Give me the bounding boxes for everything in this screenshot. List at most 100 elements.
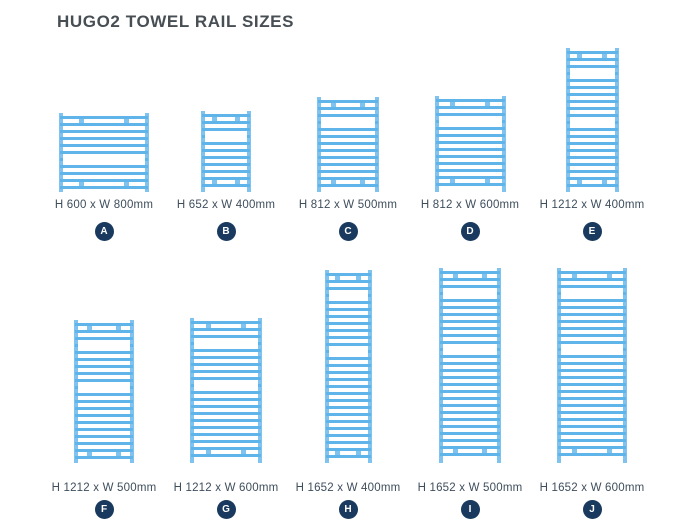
wall-bracket-icon (334, 451, 340, 455)
rail-drawing-area (434, 48, 506, 192)
rail-drawing-area (74, 267, 134, 463)
size-label-E: H 1212 x W 400mm (539, 199, 645, 211)
wall-bracket-icon (334, 276, 340, 280)
wall-bracket-icon (115, 452, 121, 456)
rail-drawing-area (59, 48, 149, 192)
rail-cell-I: H 1652 x W 500mm I (409, 267, 531, 519)
letter-badge-H: H (338, 500, 358, 519)
letter-badge-C: C (338, 222, 358, 241)
wall-bracket-icon (115, 326, 121, 330)
wall-bracket-icon (450, 179, 456, 183)
rail-bars (435, 99, 505, 189)
wall-bracket-icon (78, 119, 84, 123)
towel-gap (328, 290, 368, 301)
letter-badge-F: F (94, 500, 114, 519)
letter-badge-D: D (460, 222, 480, 241)
towel-rail-F (74, 320, 134, 463)
size-label-F: H 1212 x W 500mm (51, 482, 157, 494)
wall-bracket-icon (572, 449, 578, 453)
towel-gap (78, 340, 130, 351)
wall-bracket-icon (212, 117, 217, 121)
wall-bracket-icon (606, 274, 612, 278)
towel-rail-I (439, 268, 501, 463)
letter-badge-J: J (582, 500, 602, 519)
wall-bracket-icon (484, 179, 490, 183)
towel-gap (194, 380, 258, 391)
towel-rail-H (324, 270, 372, 463)
wall-bracket-icon (360, 180, 366, 184)
towel-gap (561, 288, 623, 299)
wall-bracket-icon (577, 180, 583, 184)
rail-cell-J: H 1652 x W 600mm J (531, 267, 653, 519)
wall-bracket-icon (330, 103, 336, 107)
size-label-H: H 1652 x W 400mm (295, 482, 401, 494)
rail-drawing-area (201, 48, 251, 192)
rail-cell-C: H 812 x W 500mm C (287, 48, 409, 241)
towel-gap (438, 116, 502, 127)
rail-bars (440, 271, 500, 460)
wall-bracket-icon (601, 54, 607, 58)
towel-gap (321, 117, 375, 128)
rail-drawing-area (190, 267, 262, 463)
rail-size-grid: H 600 x W 800mm A H 652 x W 400mm B H 812 x … (0, 48, 675, 519)
towel-gap (63, 154, 145, 165)
towel-gap (443, 288, 497, 299)
rail-bars (558, 271, 626, 460)
size-label-C: H 812 x W 500mm (298, 199, 398, 211)
wall-bracket-icon (356, 276, 362, 280)
wall-bracket-icon (482, 449, 488, 453)
wall-bracket-icon (330, 180, 336, 184)
rail-bars (60, 116, 148, 189)
wall-bracket-icon (87, 326, 93, 330)
towel-rail-E (565, 48, 619, 192)
towel-rail-G (190, 318, 262, 463)
wall-bracket-icon (356, 451, 362, 455)
letter-badge-B: B (216, 222, 236, 241)
rail-drawing-area (565, 48, 619, 192)
page-title: HUGO2 TOWEL RAIL SIZES (57, 12, 295, 31)
wall-bracket-icon (235, 117, 240, 121)
wall-bracket-icon (452, 274, 458, 278)
towel-gap (78, 382, 130, 393)
towel-rail-D (434, 96, 506, 192)
wall-bracket-icon (205, 450, 211, 454)
letter-badge-I: I (460, 500, 480, 519)
wall-bracket-icon (235, 180, 240, 184)
towel-rail-B (201, 111, 251, 192)
size-label-J: H 1652 x W 600mm (539, 482, 645, 494)
towel-gap (443, 344, 497, 355)
wall-bracket-icon (452, 449, 458, 453)
wall-bracket-icon (572, 274, 578, 278)
rail-cell-E: H 1212 x W 400mm E (531, 48, 653, 241)
size-label-I: H 1652 x W 500mm (417, 482, 523, 494)
rail-cell-D: H 812 x W 600mm D (409, 48, 531, 241)
wall-bracket-icon (124, 119, 130, 123)
rail-drawing-area (324, 267, 372, 463)
rail-bars (318, 100, 378, 189)
wall-bracket-icon (360, 103, 366, 107)
wall-bracket-icon (482, 274, 488, 278)
rail-cell-A: H 600 x W 800mm A (43, 48, 165, 241)
rail-bars (325, 273, 371, 460)
towel-gap (561, 344, 623, 355)
rail-cell-G: H 1212 x W 600mm G (165, 267, 287, 519)
wall-bracket-icon (241, 324, 247, 328)
towel-gap (569, 117, 615, 128)
letter-badge-E: E (582, 222, 602, 241)
wall-bracket-icon (124, 182, 130, 186)
towel-rail-A (59, 113, 149, 192)
size-label-D: H 812 x W 600mm (420, 199, 520, 211)
wall-bracket-icon (241, 450, 247, 454)
size-label-G: H 1212 x W 600mm (173, 482, 279, 494)
letter-badge-A: A (94, 222, 114, 241)
wall-bracket-icon (87, 452, 93, 456)
wall-bracket-icon (484, 102, 490, 106)
rail-drawing-area (317, 48, 379, 192)
rail-drawing-area (557, 267, 627, 463)
rail-row-1: H 600 x W 800mm A H 652 x W 400mm B H 812 x … (0, 48, 675, 241)
towel-gap (194, 338, 258, 349)
towel-rail-C (317, 97, 379, 192)
size-label-B: H 652 x W 400mm (176, 199, 276, 211)
wall-bracket-icon (205, 324, 211, 328)
